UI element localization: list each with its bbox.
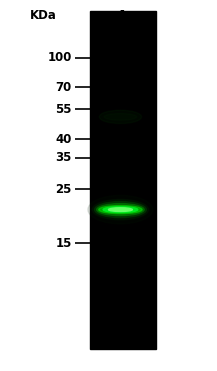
Ellipse shape (103, 207, 138, 213)
Bar (90, 11, 156, 349)
Text: 25: 25 (55, 183, 72, 196)
Text: 35: 35 (55, 151, 72, 164)
Text: A: A (117, 9, 128, 23)
Ellipse shape (99, 206, 142, 214)
Text: 70: 70 (55, 81, 72, 94)
Ellipse shape (94, 201, 146, 218)
Text: 55: 55 (55, 103, 72, 116)
Text: 40: 40 (55, 132, 72, 146)
Ellipse shape (104, 114, 137, 120)
Text: 15: 15 (55, 236, 72, 250)
Text: KDa: KDa (30, 9, 57, 22)
Text: 100: 100 (47, 51, 72, 64)
Ellipse shape (108, 208, 132, 211)
Ellipse shape (88, 195, 153, 224)
Ellipse shape (99, 110, 142, 124)
Ellipse shape (92, 200, 149, 220)
Ellipse shape (97, 203, 144, 216)
